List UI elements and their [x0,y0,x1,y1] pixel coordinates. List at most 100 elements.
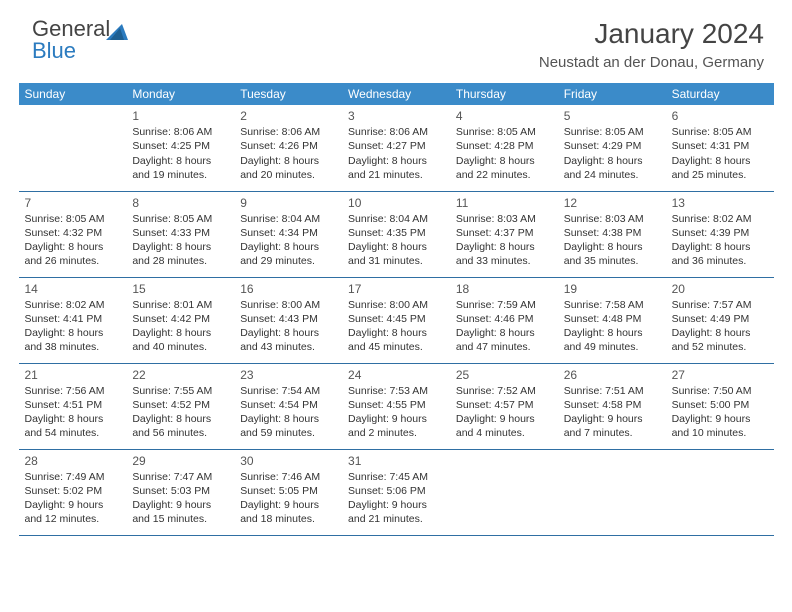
day-info-line: Sunrise: 7:46 AM [240,470,336,484]
day-info-line: Sunrise: 8:04 AM [348,212,444,226]
week-row: 21Sunrise: 7:56 AMSunset: 4:51 PMDayligh… [19,363,774,449]
day-number: 25 [456,367,552,383]
day-info-line: Daylight: 8 hours [240,412,336,426]
day-info-line: Sunrise: 7:57 AM [672,298,768,312]
day-number: 22 [132,367,228,383]
day-cell: 3Sunrise: 8:06 AMSunset: 4:27 PMDaylight… [342,105,450,191]
day-info-line: Sunrise: 8:02 AM [25,298,121,312]
day-cell: 11Sunrise: 8:03 AMSunset: 4:37 PMDayligh… [450,191,558,277]
day-info-line: Daylight: 8 hours [564,326,660,340]
day-info-line: Sunrise: 7:45 AM [348,470,444,484]
day-cell: 12Sunrise: 8:03 AMSunset: 4:38 PMDayligh… [558,191,666,277]
week-row: 28Sunrise: 7:49 AMSunset: 5:02 PMDayligh… [19,449,774,535]
day-info-line: and 33 minutes. [456,254,552,268]
day-info-line: Daylight: 8 hours [672,326,768,340]
day-header: Tuesday [234,83,342,105]
week-row: 1Sunrise: 8:06 AMSunset: 4:25 PMDaylight… [19,105,774,191]
logo-text: General Blue [32,18,110,62]
day-info-line: Daylight: 8 hours [240,154,336,168]
day-info-line: Daylight: 8 hours [132,326,228,340]
day-info-line: Sunset: 5:06 PM [348,484,444,498]
day-info-line: Sunset: 4:58 PM [564,398,660,412]
day-cell: 31Sunrise: 7:45 AMSunset: 5:06 PMDayligh… [342,449,450,535]
day-header: Sunday [19,83,127,105]
day-info-line: Sunrise: 7:56 AM [25,384,121,398]
day-info-line: Daylight: 8 hours [25,240,121,254]
day-number: 11 [456,195,552,211]
day-info-line: Sunset: 4:28 PM [456,139,552,153]
day-info-line: Sunrise: 8:00 AM [240,298,336,312]
day-info-line: Daylight: 8 hours [672,240,768,254]
day-info-line: Sunset: 4:26 PM [240,139,336,153]
day-cell: 15Sunrise: 8:01 AMSunset: 4:42 PMDayligh… [126,277,234,363]
day-info-line: and 54 minutes. [25,426,121,440]
day-info-line: Sunrise: 8:05 AM [456,125,552,139]
day-number: 20 [672,281,768,297]
day-info-line: Sunset: 4:38 PM [564,226,660,240]
day-info-line: Sunrise: 7:50 AM [672,384,768,398]
day-info-line: Sunrise: 8:05 AM [132,212,228,226]
day-cell: 23Sunrise: 7:54 AMSunset: 4:54 PMDayligh… [234,363,342,449]
day-cell: 2Sunrise: 8:06 AMSunset: 4:26 PMDaylight… [234,105,342,191]
day-info-line: and 38 minutes. [25,340,121,354]
day-header: Wednesday [342,83,450,105]
day-info-line: and 36 minutes. [672,254,768,268]
day-header-row: SundayMondayTuesdayWednesdayThursdayFrid… [19,83,774,105]
day-info-line: Sunset: 4:33 PM [132,226,228,240]
day-info-line: and 21 minutes. [348,512,444,526]
day-header: Saturday [666,83,774,105]
day-number: 6 [672,108,768,124]
day-info-line: Daylight: 9 hours [240,498,336,512]
day-info-line: Daylight: 8 hours [25,412,121,426]
day-info-line: and 25 minutes. [672,168,768,182]
day-cell: 9Sunrise: 8:04 AMSunset: 4:34 PMDaylight… [234,191,342,277]
day-info-line: Sunrise: 8:05 AM [25,212,121,226]
day-info-line: Sunrise: 7:58 AM [564,298,660,312]
day-info-line: Daylight: 8 hours [456,240,552,254]
day-info-line: Sunset: 4:37 PM [456,226,552,240]
day-info-line: Daylight: 9 hours [456,412,552,426]
day-info-line: Sunrise: 7:51 AM [564,384,660,398]
logo-text-blue: Blue [32,38,76,63]
day-info-line: Daylight: 9 hours [348,412,444,426]
day-number: 29 [132,453,228,469]
title-block: January 2024 Neustadt an der Donau, Germ… [539,18,764,71]
day-number: 13 [672,195,768,211]
day-number: 18 [456,281,552,297]
day-info-line: and 35 minutes. [564,254,660,268]
day-number: 3 [348,108,444,124]
day-info-line: Daylight: 9 hours [672,412,768,426]
day-info-line: Daylight: 8 hours [348,240,444,254]
day-info-line: Sunrise: 8:02 AM [672,212,768,226]
day-number: 15 [132,281,228,297]
day-cell: 18Sunrise: 7:59 AMSunset: 4:46 PMDayligh… [450,277,558,363]
day-info-line: Daylight: 8 hours [132,240,228,254]
day-number: 19 [564,281,660,297]
day-number: 12 [564,195,660,211]
day-info-line: and 18 minutes. [240,512,336,526]
page-header: General Blue January 2024 Neustadt an de… [0,0,792,75]
day-info-line: and 29 minutes. [240,254,336,268]
day-info-line: Sunrise: 8:05 AM [672,125,768,139]
day-number: 9 [240,195,336,211]
day-info-line: Daylight: 9 hours [25,498,121,512]
day-info-line: and 49 minutes. [564,340,660,354]
day-info-line: Sunrise: 8:03 AM [456,212,552,226]
day-cell: 4Sunrise: 8:05 AMSunset: 4:28 PMDaylight… [450,105,558,191]
day-info-line: and 43 minutes. [240,340,336,354]
day-info-line: Daylight: 8 hours [564,154,660,168]
day-cell: 14Sunrise: 8:02 AMSunset: 4:41 PMDayligh… [19,277,127,363]
day-info-line: Sunset: 4:27 PM [348,139,444,153]
day-info-line: Sunrise: 7:55 AM [132,384,228,398]
day-info-line: and 12 minutes. [25,512,121,526]
day-info-line: and 15 minutes. [132,512,228,526]
day-number: 17 [348,281,444,297]
day-info-line: Daylight: 8 hours [348,154,444,168]
day-info-line: Sunset: 4:46 PM [456,312,552,326]
day-number: 10 [348,195,444,211]
day-info-line: Sunset: 4:48 PM [564,312,660,326]
day-header: Thursday [450,83,558,105]
day-info-line: Sunset: 4:49 PM [672,312,768,326]
day-cell: 19Sunrise: 7:58 AMSunset: 4:48 PMDayligh… [558,277,666,363]
day-info-line: Sunset: 4:35 PM [348,226,444,240]
